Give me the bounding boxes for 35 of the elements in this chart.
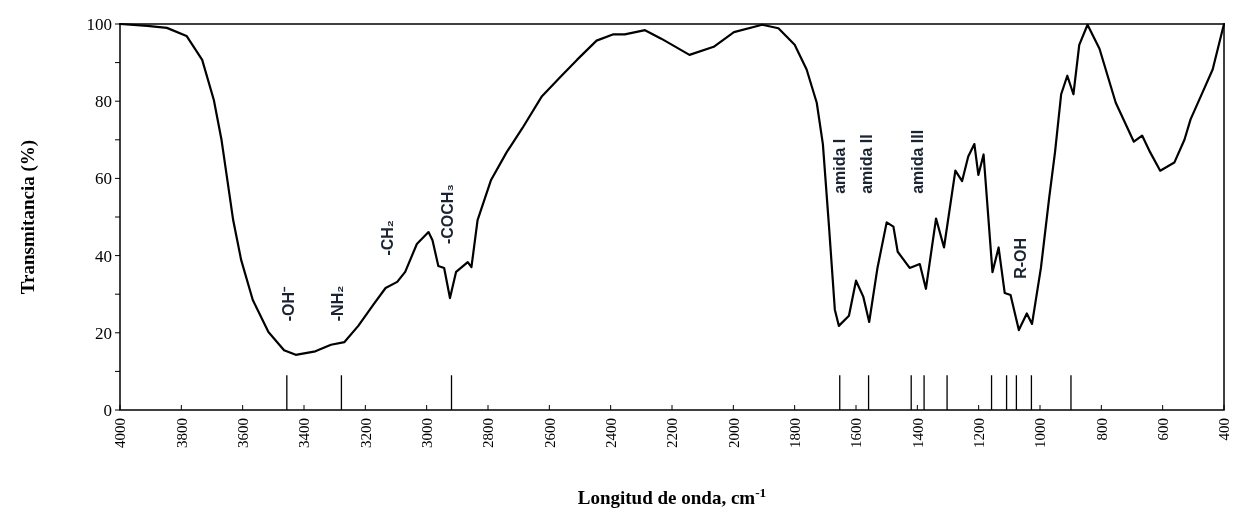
y-tick-label: 40	[95, 246, 112, 266]
x-axis-title: Longitud de onda, cm$^{-1}$	[577, 484, 767, 508]
y-tick-label: 20	[95, 323, 112, 343]
y-tick-label: 80	[95, 92, 112, 112]
x-tick-label: 1800	[786, 418, 803, 448]
x-tick-label: 3800	[173, 418, 190, 448]
y-axis-title: Transmitancia (%)	[17, 139, 39, 295]
y-tick-label: 60	[95, 169, 112, 189]
x-tick-label: 1600	[848, 418, 865, 448]
x-tick-label: 2800	[480, 418, 497, 448]
x-tick-label: 600	[1154, 418, 1171, 441]
annotation: amida II	[858, 134, 876, 194]
x-tick-label: 3400	[296, 418, 313, 448]
x-tick-label: 1000	[1032, 418, 1049, 448]
x-tick-label: 2200	[664, 418, 681, 448]
x-tick-label: 800	[1093, 418, 1110, 441]
y-tick-label: 100	[86, 14, 112, 34]
x-tick-label: 3600	[234, 418, 251, 448]
x-tick-label: 2000	[725, 418, 742, 448]
x-tick-label: 3000	[418, 418, 435, 448]
y-tick-label: 0	[103, 400, 112, 420]
x-tick-label: 400	[1216, 418, 1233, 441]
x-tick-label: 1400	[909, 418, 926, 448]
x-tick-label: 2600	[541, 418, 558, 448]
annotation: -NH₂	[328, 285, 346, 322]
x-tick-label: 1200	[970, 418, 987, 448]
x-tick-label: 2400	[602, 418, 619, 448]
annotation: amida I	[831, 138, 849, 194]
annotation: amida III	[908, 129, 926, 194]
annotation: -OH⁻	[279, 285, 297, 322]
x-tick-label: 4000	[112, 418, 129, 448]
annotation: -CH₂	[379, 220, 397, 256]
annotation: R-OH	[1012, 237, 1030, 279]
annotation: -COCH₃	[439, 184, 457, 245]
x-tick-label: 3200	[357, 418, 374, 448]
